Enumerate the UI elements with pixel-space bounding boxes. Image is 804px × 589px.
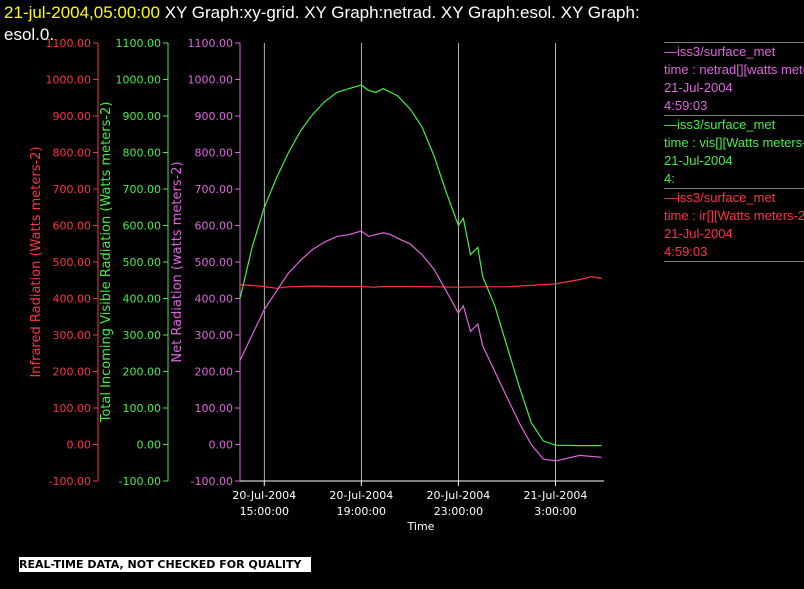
y-axis-infrared-tick-label: 900.00 xyxy=(53,110,92,123)
y-axis-net-tick-label: 700.00 xyxy=(195,183,234,196)
y-axis-net-label: Net Radiation (watts meters-2) xyxy=(170,161,185,362)
y-axis-net-tick-label: 1000.00 xyxy=(188,74,234,87)
y-axis-net-tick-label: 300.00 xyxy=(195,329,234,342)
x-tick-label-date: 20-Jul-2004 xyxy=(232,489,296,502)
legend-entry-variable: time : netrad[][watts meters-2] xyxy=(664,62,804,77)
y-axis-infrared-tick-label: 700.00 xyxy=(53,183,92,196)
legend-entry-date: 21-Jul-2004 xyxy=(664,153,733,168)
y-axis-infrared-tick-label: 600.00 xyxy=(53,220,92,233)
x-tick-label-date: 20-Jul-2004 xyxy=(426,489,490,502)
y-axis-net-tick-label: 900.00 xyxy=(195,110,234,123)
series-line-vis xyxy=(239,84,602,447)
y-axis-infrared-tick-label: 800.00 xyxy=(53,147,92,160)
legend-entry-source: —iss3/surface_met xyxy=(664,190,776,205)
legend-entry-variable: time : ir[][Watts meters-2] xyxy=(664,208,804,223)
y-axis-visible-tick-label: 400.00 xyxy=(123,293,162,306)
y-axis-net-tick-label: -100.00 xyxy=(191,475,233,488)
y-axis-visible-tick-label: 300.00 xyxy=(123,329,162,342)
x-tick-label-time: 23:00:00 xyxy=(434,505,483,518)
y-axis-infrared-tick-label: 1000.00 xyxy=(46,74,92,87)
y-axis-infrared-tick-label: 400.00 xyxy=(53,293,92,306)
y-axis-net-tick-label: 800.00 xyxy=(195,147,234,160)
y-axis-net-tick-label: 1100.00 xyxy=(188,37,234,50)
x-tick-label-time: 15:00:00 xyxy=(240,505,289,518)
y-axis-infrared-tick-label: 500.00 xyxy=(53,256,92,269)
x-tick-label-time: 3:00:00 xyxy=(534,505,576,518)
y-axis-visible-label: Total Incoming Visible Radiation (Watts … xyxy=(99,102,114,424)
legend-entry-date: 21-Jul-2004 xyxy=(664,80,733,95)
y-axis-infrared-tick-label: -100.00 xyxy=(49,475,91,488)
quality-notice: REAL-TIME DATA, NOT CHECKED FOR QUALITY xyxy=(19,557,311,572)
legend-entry-date: 21-Jul-2004 xyxy=(664,226,733,241)
y-axis-visible-tick-label: 100.00 xyxy=(123,402,162,415)
y-axis-visible-tick-label: 600.00 xyxy=(123,220,162,233)
y-axis-visible-tick-label: 200.00 xyxy=(123,366,162,379)
legend-entry-time: 4:59:03 xyxy=(664,244,708,259)
y-axis-infrared-tick-label: 200.00 xyxy=(53,366,92,379)
x-tick-label-time: 19:00:00 xyxy=(337,505,386,518)
axes-layer: -100.00 0.00 100.00 200.00 300.00 400.00 500.0… xyxy=(29,37,241,488)
y-axis-net-tick-label: 400.00 xyxy=(195,293,234,306)
graph-timestamp: 21-jul-2004,05:00:00 xyxy=(4,3,160,22)
grid-layer xyxy=(263,43,556,481)
x-tick-label-date: 21-Jul-2004 xyxy=(524,489,588,502)
y-axis-net-tick-label: 100.00 xyxy=(195,402,234,415)
x-axis-label: Time xyxy=(407,520,435,533)
y-axis-visible-tick-label: 700.00 xyxy=(123,183,162,196)
series-line-net xyxy=(239,230,602,462)
y-axis-net-tick-label: 0.00 xyxy=(209,439,234,452)
y-axis-infrared-tick-label: 300.00 xyxy=(53,329,92,342)
y-axis-infrared-label: Infrared Radiation (Watts meters-2) xyxy=(29,146,44,377)
y-axis-visible-tick-label: 1100.00 xyxy=(116,37,162,50)
y-axis-visible-tick-label: 1000.00 xyxy=(116,74,162,87)
y-axis-visible-tick-label: 0.00 xyxy=(137,439,162,452)
series-layer xyxy=(239,84,602,462)
legend-entry-source: —iss3/surface_met xyxy=(664,117,776,132)
x-tick-label-date: 20-Jul-2004 xyxy=(329,489,393,502)
y-axis-visible-tick-label: 500.00 xyxy=(123,256,162,269)
graph-title: 21-jul-2004,05:00:00 XY Graph:xy-grid. X… xyxy=(4,2,800,46)
y-axis-visible-tick-label: 900.00 xyxy=(123,110,162,123)
legend-entry-source: —iss3/surface_met xyxy=(664,44,776,59)
series-line-ir xyxy=(239,275,602,289)
legend-entry-variable: time : vis[][Watts meters-2] xyxy=(664,135,804,150)
y-axis-net-tick-label: 600.00 xyxy=(195,220,234,233)
y-axis-net-tick-label: 500.00 xyxy=(195,256,234,269)
graph-list-text: XY Graph:xy-grid. XY Graph:netrad. XY Gr… xyxy=(159,3,640,22)
legend-entry-time: 4: xyxy=(664,171,675,186)
y-axis-net-tick-label: 200.00 xyxy=(195,366,234,379)
y-axis-visible-tick-label: 800.00 xyxy=(123,147,162,160)
y-axis-visible-tick-label: -100.00 xyxy=(119,475,161,488)
x-axis-layer: 20-Jul-2004 15:00:00 20-Jul-2004 19:00:00 20… xyxy=(232,480,604,533)
legend-entry-time: 4:59:03 xyxy=(664,98,708,113)
y-axis-infrared-tick-label: 1100.00 xyxy=(46,37,92,50)
graph-list-text-2: esol.0. xyxy=(4,25,55,44)
y-axis-infrared-tick-label: 100.00 xyxy=(53,402,92,415)
y-axis-infrared-tick-label: 0.00 xyxy=(67,439,92,452)
